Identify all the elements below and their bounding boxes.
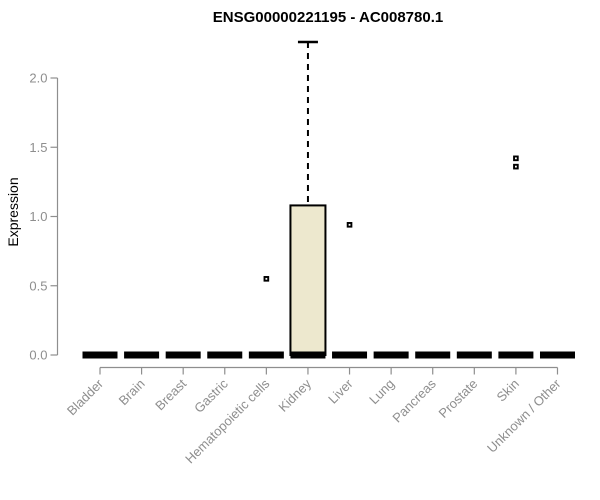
median-bar (165, 351, 201, 359)
boxplot-gastric (207, 351, 243, 359)
x-tick-label: Bladder (64, 376, 107, 419)
boxplot-lung (373, 351, 409, 359)
y-tick-label: 0.5 (29, 278, 47, 293)
median-bar (82, 351, 118, 359)
boxplot-liver (332, 222, 368, 359)
median-bar (248, 351, 284, 359)
y-tick-label: 2.0 (29, 71, 47, 86)
boxplot-hematopoietic-cells (248, 276, 284, 359)
plot-layer (82, 40, 575, 359)
outlier-point-center (515, 165, 517, 168)
median-bar (290, 351, 326, 359)
y-tick-label: 1.5 (29, 140, 47, 155)
boxplot-kidney (289, 40, 327, 359)
y-tick-label: 0.0 (29, 348, 47, 363)
outlier-point-center (265, 277, 268, 280)
median-bar (498, 351, 534, 359)
median-bar (332, 351, 368, 359)
median-bar (415, 351, 451, 359)
boxplot-skin (498, 155, 534, 359)
median-bar (124, 351, 160, 359)
boxplot-bladder (82, 351, 118, 359)
median-bar (456, 351, 492, 359)
x-tick-label: Unknown / Other (484, 376, 564, 456)
outlier-point-center (348, 223, 351, 226)
chart-title: ENSG00000221195 - AC008780.1 (213, 9, 443, 26)
x-tick-label: Brain (116, 376, 148, 408)
median-bar (207, 351, 243, 359)
boxplot-brain (124, 351, 160, 359)
x-tick-label: Breast (152, 376, 189, 413)
x-tick-label: Skin (494, 376, 522, 404)
boxplot-prostate (456, 351, 492, 359)
median-bar (539, 351, 575, 359)
x-tick-label: Kidney (275, 376, 314, 415)
outlier-point-center (515, 157, 517, 160)
boxplot-pancreas (415, 351, 451, 359)
x-tick-label: Pancreas (389, 376, 439, 426)
x-tick-label: Liver (325, 376, 356, 407)
x-tick-label: Gastric (191, 376, 231, 416)
x-tick-label: Lung (366, 376, 397, 407)
boxplot-breast (165, 351, 201, 359)
boxplot-unknown-other (539, 351, 575, 359)
box-body (289, 204, 327, 356)
x-tick-label: Prostate (436, 376, 481, 421)
y-tick-label: 1.0 (29, 209, 47, 224)
median-bar (373, 351, 409, 359)
y-axis-title: Expression (5, 177, 21, 246)
